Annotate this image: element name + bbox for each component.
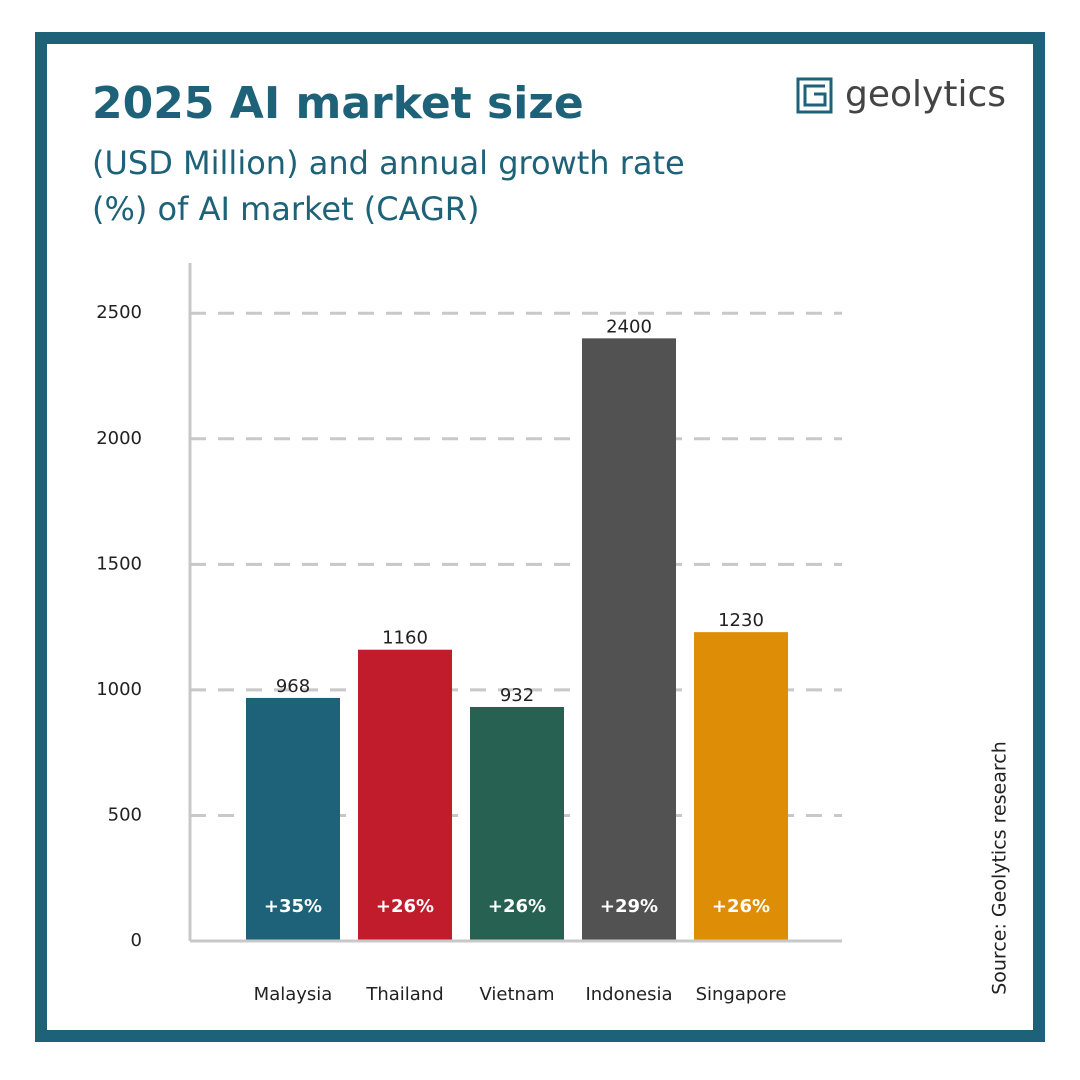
cagr-label: +26% [376,896,434,917]
bar [470,706,564,940]
bar [246,697,340,940]
x-tick-label: Malaysia [254,984,333,1005]
y-tick-label: 2000 [96,428,142,449]
y-tick-label: 1000 [96,679,142,700]
bar [582,338,676,940]
cagr-label: +29% [600,896,658,917]
logo-icon [796,77,833,114]
frame [35,32,1045,1042]
y-tick-label: 500 [108,804,142,825]
value-label: 932 [500,685,534,706]
source: Source: Geolytics research [989,741,1011,995]
chart-subtitle: (USD Million) and annual growth rate (%)… [92,144,685,228]
brand: geolytics [845,74,1006,115]
cagr-label: +35% [264,896,322,917]
value-label: 1230 [718,610,764,631]
x-tick-label: Indonesia [585,984,672,1005]
value-label: 1160 [382,628,428,649]
value-label: 2400 [606,316,652,337]
y-tick-label: 0 [131,930,142,951]
value-label: 968 [276,676,310,697]
y-tick-label: 2500 [96,302,142,323]
cagr-label: +26% [712,896,770,917]
x-tick-label: Vietnam [479,984,554,1005]
bar [694,632,788,940]
y-tick-label: 1500 [96,553,142,574]
bar [358,649,452,940]
cagr-label: +26% [488,896,546,917]
x-tick-label: Thailand [365,984,443,1005]
chart-title: 2025 AI market size [92,78,584,129]
x-tick-label: Singapore [696,984,787,1005]
